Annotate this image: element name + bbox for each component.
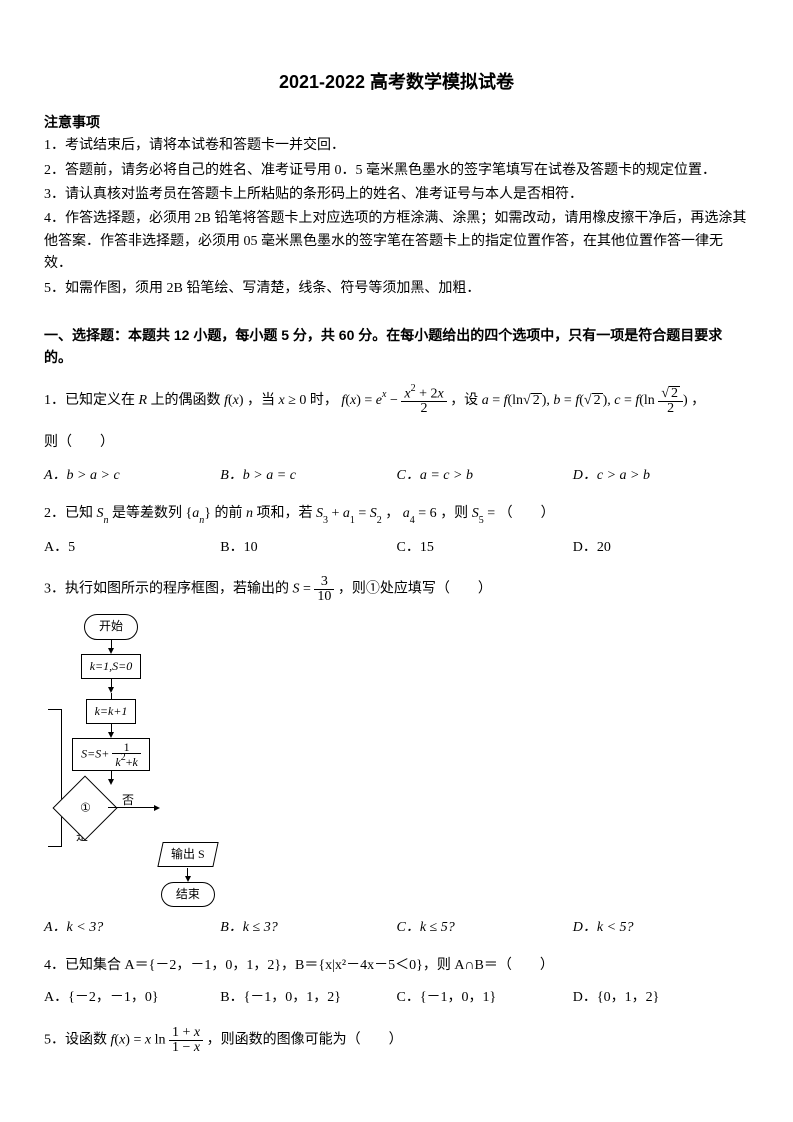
- q2-opt-b: B．10: [220, 537, 396, 559]
- q1-t2: 上的偶函数: [147, 393, 224, 408]
- q1-tail: 则（ ）: [44, 432, 749, 454]
- q1-opt-d: D．c > a > b: [573, 465, 749, 487]
- question-4: 4．已知集合 A＝{－2，－1，0，1，2}，B＝{x|x²－4x－5＜0}，则…: [44, 955, 749, 1010]
- q3-flowchart: 开始 k=1,S=0 k=k+1 S=S+ 1k2+k ①: [44, 614, 749, 906]
- q1-opt-b: B．b > a = c: [220, 465, 396, 487]
- question-2: 2．已知 Sn 是等差数列 {an} 的前 n 项和，若 S3 + a1 = S…: [44, 503, 749, 559]
- q4-opt-a: A．{－2，－1，0}: [44, 987, 220, 1009]
- q1-stem: 1．已知定义在 R 上的偶函数 f(x) ，当 x ≥ 0 时， f(x) = …: [44, 385, 749, 417]
- notice-2: 2．答题前，请务必将自己的姓名、准考证号用 0．5 毫米黑色墨水的签字笔填写在试…: [44, 160, 749, 182]
- q2-t1: 2．已知: [44, 506, 97, 521]
- notice-header: 注意事项: [44, 111, 749, 133]
- q5-stem: 5．设函数 f(x) = x ln 1 + x1 − x ，则函数的图像可能为（…: [44, 1026, 749, 1055]
- q4-stem: 4．已知集合 A＝{－2，－1，0，1，2}，B＝{x|x²－4x－5＜0}，则…: [44, 955, 749, 977]
- q2-options: A．5 B．10 C．15 D．20: [44, 537, 749, 559]
- q2-t6: ，则: [437, 506, 472, 521]
- q1-text: 1．已知定义在: [44, 393, 139, 408]
- flow-start: 开始: [84, 614, 138, 639]
- q1-options: A．b > a > c B．b > a = c C．a = c > b D．c …: [44, 465, 749, 487]
- q4-options: A．{－2，－1，0} B．{－1，0，1，2} C．{－1，0，1} D．{0…: [44, 987, 749, 1009]
- q5-t1: 5．设函数: [44, 1033, 111, 1048]
- q2-tail: = （ ）: [484, 506, 555, 521]
- flow-step1: k=k+1: [86, 699, 137, 724]
- q1-opt-a: A．b > a > c: [44, 465, 220, 487]
- q2-opt-a: A．5: [44, 537, 220, 559]
- flow-init: k=1,S=0: [81, 654, 142, 679]
- page-title: 2021-2022 高考数学模拟试卷: [44, 68, 749, 97]
- q4-opt-c: C．{－1，0，1}: [397, 987, 573, 1009]
- q1-t4: 时，: [306, 393, 338, 408]
- notice-4: 4．作答选择题，必须用 2B 铅笔将答题卡上对应选项的方框涂满、涂黑；如需改动，…: [44, 208, 749, 275]
- flow-cond-no: 否: [122, 791, 134, 810]
- q2-t3: 的前: [211, 506, 246, 521]
- q2-t2: 是等差数列: [109, 506, 186, 521]
- q1-opt-c: C．a = c > b: [397, 465, 573, 487]
- notice-5: 5．如需作图，须用 2B 铅笔绘、写清楚，线条、符号等须加黑、加粗．: [44, 278, 749, 300]
- q3-t1: 3．执行如图所示的程序框图，若输出的: [44, 582, 293, 597]
- q4-opt-b: B．{－1，0，1，2}: [220, 987, 396, 1009]
- q2-t5: ，: [382, 506, 403, 521]
- question-3: 3．执行如图所示的程序框图，若输出的 S = 310 ，则①处应填写（ ） 开始…: [44, 575, 749, 939]
- q1-t5: ，设: [450, 393, 482, 408]
- q2-opt-c: C．15: [397, 537, 573, 559]
- section-1-heading: 一、选择题：本题共 12 小题，每小题 5 分，共 60 分。在每小题给出的四个…: [44, 324, 749, 369]
- flow-main-column: 开始 k=1,S=0 k=k+1 S=S+ 1k2+k ①: [62, 614, 160, 846]
- q2-opt-d: D．20: [573, 537, 749, 559]
- q3-opt-c: C．k ≤ 5?: [397, 917, 573, 939]
- q3-opt-b: B．k ≤ 3?: [220, 917, 396, 939]
- flow-output: 输出 S: [157, 842, 218, 867]
- q4-opt-d: D．{0，1，2}: [573, 987, 749, 1009]
- q2-stem: 2．已知 Sn 是等差数列 {an} 的前 n 项和，若 S3 + a1 = S…: [44, 503, 749, 527]
- q3-stem: 3．执行如图所示的程序框图，若输出的 S = 310 ，则①处应填写（ ）: [44, 575, 749, 604]
- question-1: 1．已知定义在 R 上的偶函数 f(x) ，当 x ≥ 0 时， f(x) = …: [44, 385, 749, 487]
- q5-t2: ，则函数的图像可能为（ ）: [207, 1033, 403, 1048]
- flow-end: 结束: [161, 882, 215, 907]
- notice-1: 1．考试结束后，请将本试卷和答题卡一并交回．: [44, 135, 749, 157]
- notice-3: 3．请认真核对监考员在答题卡上所粘贴的条形码上的姓名、准考证号与本人是否相符．: [44, 184, 749, 206]
- q3-options: A．k < 3? B．k ≤ 3? C．k ≤ 5? D．k < 5?: [44, 917, 749, 939]
- question-5: 5．设函数 f(x) = x ln 1 + x1 − x ，则函数的图像可能为（…: [44, 1026, 749, 1055]
- q3-opt-d: D．k < 5?: [573, 917, 749, 939]
- flow-step2: S=S+ 1k2+k: [72, 738, 150, 771]
- q3-opt-a: A．k < 3?: [44, 917, 220, 939]
- q3-t2: ，则①处应填写（ ）: [338, 582, 492, 597]
- q1-t3: ，当: [244, 393, 279, 408]
- notice-block: 注意事项 1．考试结束后，请将本试卷和答题卡一并交回． 2．答题前，请务必将自己…: [44, 111, 749, 300]
- q2-t4: 项和，若: [253, 506, 316, 521]
- q1-t6: ，: [691, 393, 705, 408]
